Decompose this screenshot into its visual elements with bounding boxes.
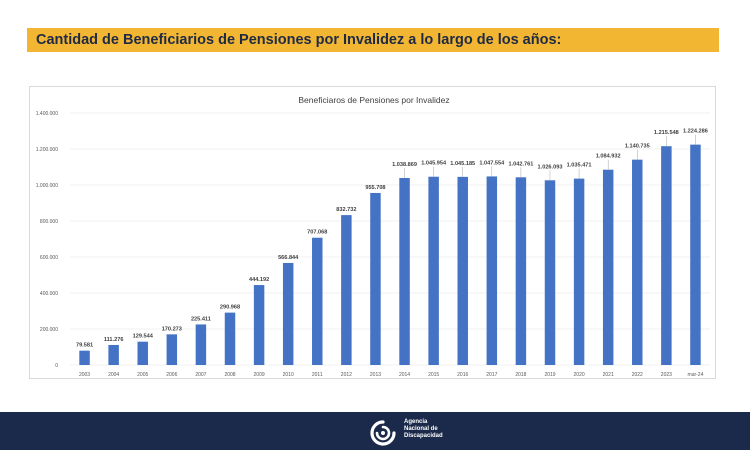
x-tick-label: 2010 [283, 372, 294, 378]
bar [602, 169, 614, 365]
data-label: 955.708 [365, 185, 385, 191]
y-tick-label: 600.000 [40, 255, 58, 261]
data-label: 1.140.735 [625, 144, 650, 150]
y-tick-label: 200.000 [40, 327, 58, 333]
y-axis-ticks: 0 200.000 400.000 600.000 800.000 1.000.000 1.… [36, 111, 58, 369]
data-label: 1.042.761 [508, 161, 533, 167]
data-label: 79.581 [76, 343, 93, 349]
x-tick-label: 2023 [661, 372, 672, 378]
page-title: Cantidad de Beneficiarios de Pensiones p… [36, 32, 562, 48]
bars [79, 144, 701, 365]
data-label: 444.192 [249, 277, 269, 283]
chart-title: Beneficiaros de Pensiones por Invalidez [298, 95, 449, 105]
logo-line: Discapacidad [404, 433, 443, 439]
data-label: 832.732 [336, 207, 356, 213]
data-label: 1.035.471 [567, 163, 592, 169]
x-tick-label: 2018 [515, 372, 526, 378]
data-label: 1.038.869 [392, 162, 417, 168]
x-tick-label: 2014 [399, 372, 410, 378]
data-label: 1.045.185 [450, 161, 475, 167]
data-label: 1.084.932 [596, 154, 621, 160]
y-tick-label: 0 [55, 363, 58, 369]
x-tick-label: 2019 [544, 372, 555, 378]
x-tick-label: 2015 [428, 372, 439, 378]
bar [690, 144, 701, 365]
y-tick-label: 1.000.000 [36, 183, 58, 189]
y-tick-label: 1.200.000 [36, 147, 58, 153]
bar [457, 176, 468, 365]
bar [282, 262, 294, 365]
x-tick-label: 2005 [137, 372, 148, 378]
bar [195, 324, 207, 365]
x-tick-label: 2012 [341, 372, 352, 378]
title-banner: Cantidad de Beneficiarios de Pensiones p… [27, 28, 719, 52]
bar [573, 178, 585, 365]
data-label: 1.215.548 [654, 130, 679, 136]
bar [486, 176, 498, 365]
data-label: 1.045.954 [421, 161, 447, 167]
y-tick-label: 400.000 [40, 291, 58, 297]
x-tick-label: 2016 [457, 372, 468, 378]
bar [341, 215, 352, 365]
data-label: 1.026.093 [538, 164, 563, 170]
logo-line: Agencia [404, 419, 428, 425]
bar [79, 350, 90, 365]
x-tick-label: 2013 [370, 372, 381, 378]
x-tick-label: 2022 [632, 372, 643, 378]
x-tick-label: 2017 [486, 372, 497, 378]
chart-container: 0 200.000 400.000 600.000 800.000 1.000.000 1.… [29, 86, 716, 379]
bar [370, 192, 381, 365]
x-tick-label: 2011 [312, 372, 323, 378]
bar [515, 177, 527, 365]
bar-chart: 0 200.000 400.000 600.000 800.000 1.000.000 1.… [36, 95, 710, 378]
bar [399, 178, 410, 365]
x-tick-label: 2004 [108, 372, 119, 378]
data-label: 170.273 [162, 326, 182, 332]
data-label: 225.411 [191, 316, 211, 322]
data-label: 129.544 [133, 334, 154, 340]
bar [428, 176, 439, 365]
y-tick-label: 1.400.000 [36, 111, 58, 117]
bar [137, 341, 148, 365]
agency-logo-icon [370, 420, 396, 446]
x-tick-label: mar-24 [688, 372, 704, 378]
bar [166, 334, 178, 365]
x-tick-label: 2007 [195, 372, 206, 378]
data-label: 111.276 [104, 337, 124, 343]
label-leaders [404, 134, 696, 181]
x-tick-label: 2021 [603, 372, 614, 378]
x-tick-label: 2020 [574, 372, 585, 378]
data-label: 1.047.554 [479, 160, 505, 166]
data-label: 290.968 [220, 305, 240, 311]
data-labels: 79.581 111.276 129.544 170.273 225.411 290.96… [76, 129, 708, 349]
data-label: 1.224.286 [683, 129, 708, 135]
x-tick-label: 2006 [166, 372, 177, 378]
bar [253, 285, 265, 365]
x-tick-label: 2009 [254, 372, 265, 378]
bar [661, 146, 672, 365]
logo-line: Nacional de [404, 426, 438, 432]
data-label: 566.844 [278, 255, 299, 261]
y-tick-label: 800.000 [40, 219, 58, 225]
bar [224, 312, 236, 365]
x-axis-ticks: 2003 2004 2005 2006 2007 2008 2009 2010 2011 2012… [79, 372, 704, 378]
footer-bar: Agencia Nacional de Discapacidad [0, 412, 750, 450]
x-tick-label: 2003 [79, 372, 90, 378]
agency-logo-text: Agencia Nacional de Discapacidad [404, 419, 443, 440]
data-label: 707.068 [307, 230, 327, 236]
bar [632, 159, 643, 365]
bar [108, 344, 119, 365]
bar [312, 237, 323, 365]
gridlines [70, 112, 710, 366]
bar [544, 180, 556, 365]
x-tick-label: 2008 [224, 372, 235, 378]
